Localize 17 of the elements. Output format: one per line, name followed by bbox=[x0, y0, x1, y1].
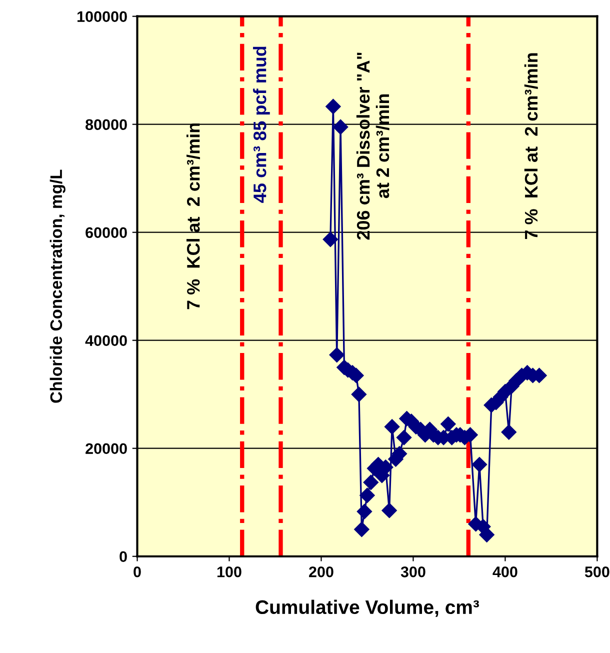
y-tick-label: 60000 bbox=[86, 227, 127, 238]
y-tick-label: 100000 bbox=[78, 11, 127, 22]
annotation: 7 % KCl at 2 cm³/min bbox=[186, 123, 200, 310]
y-tick-label: 0 bbox=[120, 551, 127, 562]
y-tick-label: 20000 bbox=[86, 443, 127, 454]
x-tick-label: 300 bbox=[400, 566, 426, 578]
x-axis-title: Cumulative Volume, cm³ bbox=[256, 600, 479, 617]
annotation: 206 cm³ Dissolver "A" at 2 cm³/min bbox=[356, 52, 390, 240]
annotation: 45 cm³ 85 pcf mud bbox=[253, 46, 270, 203]
y-axis-title: Chloride Concentration, mg/L bbox=[50, 170, 66, 403]
y-tick-label: 80000 bbox=[86, 119, 127, 130]
x-tick-label: 500 bbox=[584, 566, 610, 578]
x-tick-label: 400 bbox=[492, 566, 518, 578]
y-tick-label: 40000 bbox=[85, 335, 127, 346]
x-tick-label: 200 bbox=[309, 566, 334, 578]
x-tick-label: 0 bbox=[134, 566, 141, 578]
x-tick-label: 100 bbox=[217, 566, 242, 578]
